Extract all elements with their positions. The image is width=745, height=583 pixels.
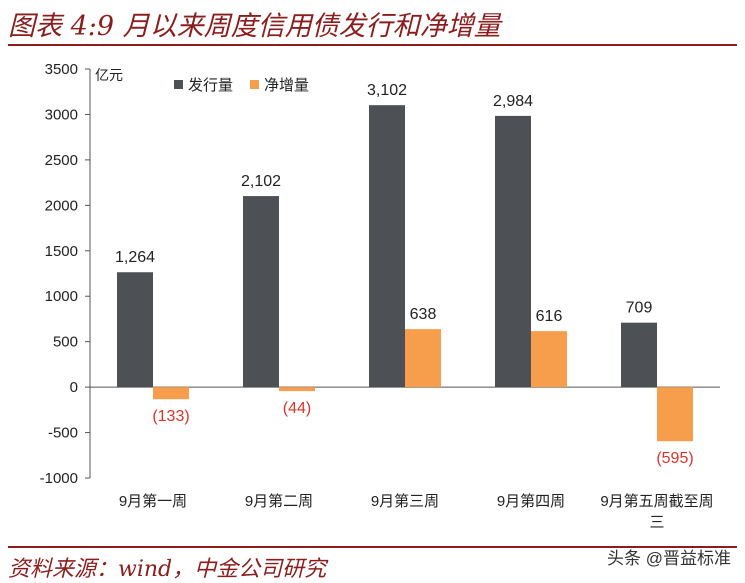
x-category-label-4: 9月第四周 xyxy=(497,492,565,510)
x-category-label-5-line1: 9月第五周截至周 xyxy=(600,492,713,510)
bar-net-3 xyxy=(405,329,441,388)
y-unit-label: 亿元 xyxy=(95,67,123,83)
bar-issuance-1 xyxy=(117,272,153,388)
bar-net-2 xyxy=(279,387,315,392)
y-tick-label: 1000 xyxy=(45,288,78,305)
legend-swatch-1 xyxy=(174,80,183,89)
y-tick-label: 2000 xyxy=(45,197,78,214)
title-rule xyxy=(8,44,737,46)
data-label-issuance-1: 1,264 xyxy=(115,249,155,266)
bar-issuance-3 xyxy=(369,105,405,388)
data-label-net-2: (44) xyxy=(283,400,311,417)
data-label-net-4: 616 xyxy=(536,308,563,325)
y-tick-label: -1000 xyxy=(40,470,78,487)
y-tick-label: 3000 xyxy=(45,106,78,123)
bar-net-5 xyxy=(657,387,693,442)
source-note: 资料来源：wind，中金公司研究 xyxy=(8,557,327,582)
x-category-label-2: 9月第二周 xyxy=(245,492,313,510)
legend-swatch-2 xyxy=(250,80,259,89)
watermark-text: 头条 @晋益标准 xyxy=(607,549,731,568)
y-tick-label: 1500 xyxy=(45,243,78,260)
x-category-label-1: 9月第一周 xyxy=(119,492,187,510)
y-tick-label: 500 xyxy=(53,334,78,351)
data-label-net-1: (133) xyxy=(152,408,189,425)
data-label-issuance-2: 2,102 xyxy=(241,173,281,190)
legend-label-1: 发行量 xyxy=(188,77,233,94)
y-tick-label: -500 xyxy=(48,425,78,442)
bar-net-1 xyxy=(153,387,189,400)
bar-issuance-5 xyxy=(621,322,657,388)
y-tick-label: 3500 xyxy=(45,61,78,78)
bar-chart: -1000 -500 0 500 1000 1500 2000 2500 3000 3500 亿元发… xyxy=(40,61,720,531)
y-tick-label: 2500 xyxy=(45,152,78,169)
bar-issuance-4 xyxy=(495,115,531,388)
y-tick-label: 0 xyxy=(70,379,78,396)
data-label-net-5: (595) xyxy=(656,450,693,467)
bar-issuance-2 xyxy=(243,196,279,388)
legend-label-2: 净增量 xyxy=(264,77,309,94)
bar-net-4 xyxy=(531,331,567,388)
data-label-issuance-5: 709 xyxy=(626,300,653,317)
chart-title: 图表 4:9 月以来周度信用债发行和净增量 xyxy=(8,11,501,42)
source-rule xyxy=(8,546,737,548)
x-category-label-5-line2: 三 xyxy=(649,514,664,531)
data-label-net-3: 638 xyxy=(410,306,437,323)
x-category-label-3: 9月第三周 xyxy=(371,492,439,510)
data-label-issuance-3: 3,102 xyxy=(367,82,407,99)
data-label-issuance-4: 2,984 xyxy=(493,93,533,110)
